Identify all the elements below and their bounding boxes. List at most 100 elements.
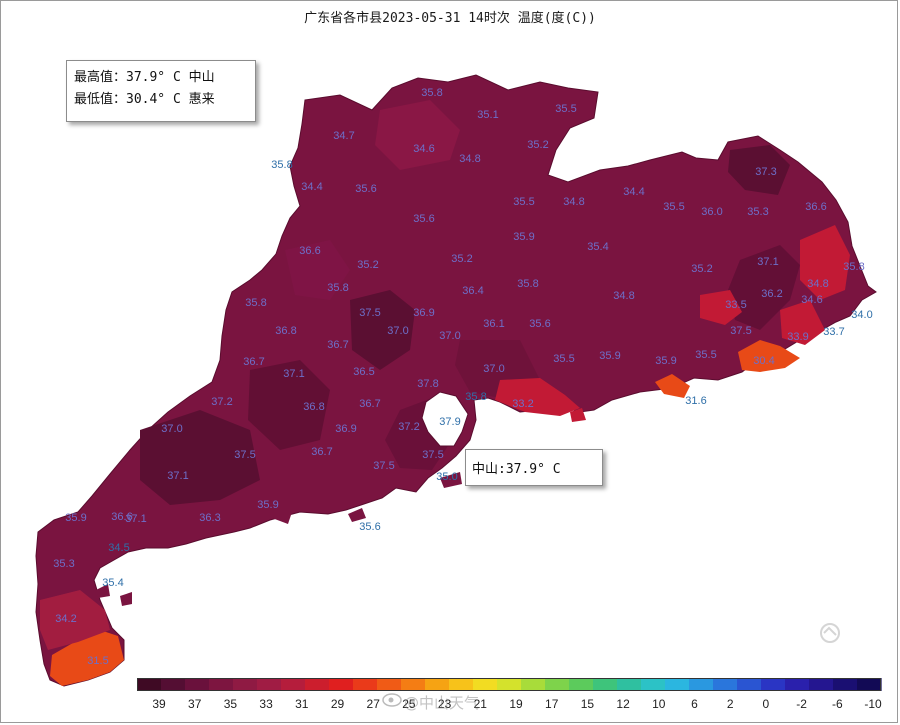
legend-swatch (209, 678, 234, 691)
legend-swatch (761, 678, 786, 691)
temperature-value: 36.9 (413, 307, 434, 319)
region-shade (375, 100, 460, 170)
color-legend: 39 37 35 33 31 29 27 25 23 21 19 17 15 12 10 6 2 0 -2 -6 -10 (137, 678, 882, 711)
island (440, 472, 462, 488)
legend-label: 0 (763, 697, 770, 711)
legend-swatch (185, 678, 210, 691)
temperature-value: 35.6 (355, 183, 376, 195)
region-shade (495, 378, 580, 416)
legend-label: 35 (224, 697, 238, 711)
legend-swatch (137, 678, 162, 691)
temperature-value: 35.5 (553, 353, 574, 365)
temperature-value: 37.1 (283, 368, 304, 380)
legend-swatch (545, 678, 570, 691)
temperature-value: 36.0 (701, 206, 722, 218)
temperature-value: 35.2 (691, 263, 712, 275)
temperature-value: 36.8 (275, 325, 296, 337)
region-shade (655, 374, 690, 398)
region-shade (728, 145, 790, 195)
temperature-value: 37.3 (755, 166, 776, 178)
temperature-value: 35.0 (436, 471, 457, 483)
map-title: 广东省各市县2023-05-31 14时次 温度(度(C)) (304, 11, 596, 26)
temperature-value: 34.8 (563, 196, 584, 208)
region-shade (40, 590, 110, 650)
legend-label: 12 (616, 697, 630, 711)
legend-border (137, 678, 881, 691)
region-shade (728, 245, 800, 330)
temperature-value: 36.9 (335, 423, 356, 435)
temperature-value: 36.1 (483, 318, 504, 330)
temperature-value: 37.5 (730, 325, 751, 337)
temperature-labels: 35.8 35.1 35.5 34.7 35.8 34.6 34.8 35.2 34.4 35.6… (53, 87, 872, 667)
legend-label: -2 (796, 697, 807, 711)
temperature-value: 36.4 (462, 285, 483, 297)
temperature-value: 37.0 (439, 330, 460, 342)
temperature-value: 36.6 (805, 201, 826, 213)
legend-label: 2 (727, 697, 734, 711)
legend-swatch (809, 678, 834, 691)
temperature-value: 33.9 (787, 331, 808, 343)
temperature-value: 34.5 (108, 542, 129, 554)
temperature-value: 35.9 (513, 231, 534, 243)
temperature-value: 36.2 (761, 288, 782, 300)
legend-swatch (449, 678, 474, 691)
temperature-value: 35.6 (529, 318, 550, 330)
temperature-value: 37.0 (387, 325, 408, 337)
region-shade (700, 290, 742, 325)
temperature-value: 37.5 (422, 449, 443, 461)
stats-box: 最高值：37.9° C 中山 最低值：30.4° C 惠来 (66, 60, 256, 122)
legend-label: 21 (474, 697, 488, 711)
temperature-value: 33.7 (823, 326, 844, 338)
legend-label: 10 (652, 697, 666, 711)
legend-label: 33 (259, 697, 273, 711)
temperature-value: 31.5 (87, 655, 108, 667)
legend-swatch (161, 678, 186, 691)
temperature-value: 35.8 (271, 159, 292, 171)
region-shade (248, 360, 330, 450)
temperature-value: 36.8 (303, 401, 324, 413)
legend-label: 25 (402, 697, 416, 711)
region-shade (50, 630, 124, 686)
temperature-value: 34.6 (413, 143, 434, 155)
island (348, 508, 366, 522)
temperature-value: 33.2 (512, 398, 533, 410)
temperature-value: 35.2 (451, 253, 472, 265)
temperature-value: 37.0 (161, 423, 182, 435)
temperature-value: 35.5 (695, 349, 716, 361)
temperature-value: 35.3 (53, 558, 74, 570)
temperature-value: 34.4 (301, 181, 322, 193)
temperature-value: 35.2 (357, 259, 378, 271)
temperature-value: 35.4 (587, 241, 608, 253)
legend-swatch (305, 678, 330, 691)
temperature-value: 37.2 (211, 396, 232, 408)
region-shade (780, 300, 825, 345)
temperature-value: 36.7 (359, 398, 380, 410)
temperature-value: 37.5 (373, 460, 394, 472)
legend-swatch (569, 678, 594, 691)
temperature-value: 35.9 (655, 355, 676, 367)
legend-swatch (641, 678, 666, 691)
legend-swatch (425, 678, 450, 691)
legend-swatch (329, 678, 354, 691)
temperature-value: 35.8 (421, 87, 442, 99)
temperature-value: 37.0 (483, 363, 504, 375)
legend-swatch (281, 678, 306, 691)
legend-swatch (713, 678, 738, 691)
temperature-value: 35.9 (65, 512, 86, 524)
temperature-value: 35.8 (327, 282, 348, 294)
region-shade (140, 410, 260, 505)
legend-swatch (521, 678, 546, 691)
legend-swatch (497, 678, 522, 691)
temperature-value: 34.7 (333, 130, 354, 142)
legend-swatch (353, 678, 378, 691)
temperature-value: 34.8 (613, 290, 634, 302)
legend-swatch (665, 678, 690, 691)
temperature-value: 37.8 (417, 378, 438, 390)
temperature-value: 36.5 (353, 366, 374, 378)
weibo-logo-icon (382, 693, 402, 707)
temperature-value: 34.4 (623, 186, 644, 198)
legend-label: -10 (864, 697, 882, 711)
temperature-value: 37.1 (757, 256, 778, 268)
temperature-value: 35.5 (513, 196, 534, 208)
